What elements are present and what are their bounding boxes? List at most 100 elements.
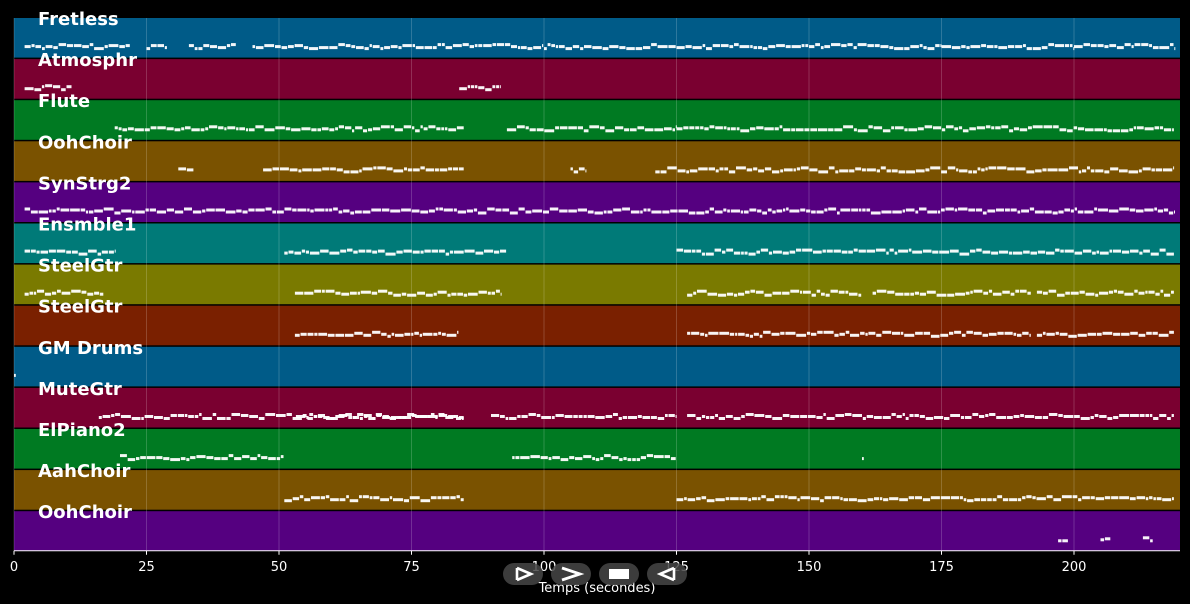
note [922, 498, 931, 502]
note [797, 498, 800, 502]
note [874, 497, 880, 501]
note [734, 293, 738, 297]
forward-button[interactable] [551, 563, 591, 585]
track-lane[interactable] [14, 182, 1180, 222]
track-lane[interactable] [14, 429, 1180, 469]
note [828, 207, 837, 211]
note [1053, 125, 1059, 129]
note [982, 333, 988, 337]
stop-button[interactable] [599, 563, 639, 585]
note [763, 330, 771, 334]
note [834, 333, 839, 337]
note [848, 498, 857, 502]
note [1138, 291, 1145, 295]
note [1084, 210, 1094, 214]
note [853, 46, 857, 50]
note [950, 414, 960, 417]
note [453, 250, 464, 254]
rewind-button[interactable] [647, 563, 687, 585]
note [202, 209, 206, 213]
note [651, 416, 657, 419]
note [873, 416, 882, 419]
note [853, 248, 858, 252]
note [483, 44, 492, 48]
note [995, 126, 1001, 130]
track-lane[interactable] [14, 141, 1180, 181]
note [420, 250, 424, 254]
note [114, 249, 116, 253]
note [1022, 496, 1026, 500]
note [1136, 496, 1146, 500]
note [1022, 331, 1029, 335]
note [820, 499, 824, 503]
track-lane[interactable] [14, 470, 1180, 510]
note [322, 167, 330, 171]
note [741, 415, 745, 418]
note [930, 166, 941, 170]
note [255, 125, 264, 129]
track-lane[interactable] [14, 264, 1180, 305]
note [1083, 43, 1090, 47]
note [57, 289, 61, 293]
note [114, 126, 118, 130]
note [380, 498, 389, 502]
note [73, 44, 82, 48]
note [452, 44, 462, 48]
note [437, 496, 442, 500]
note [1046, 495, 1053, 499]
note [919, 292, 926, 296]
note [800, 208, 806, 212]
note [1150, 252, 1159, 256]
track-lane[interactable] [14, 100, 1180, 140]
note [401, 208, 411, 212]
note [1074, 45, 1083, 49]
track-lane[interactable] [14, 223, 1180, 264]
note [738, 292, 745, 296]
note [1131, 45, 1134, 49]
track-lane[interactable] [14, 346, 1180, 387]
note [946, 125, 954, 129]
note [723, 126, 727, 130]
note [866, 249, 876, 253]
note [430, 496, 437, 500]
play-button[interactable] [503, 563, 543, 585]
note [702, 44, 706, 48]
note [366, 249, 372, 253]
note [795, 128, 804, 132]
note [750, 45, 753, 49]
note [790, 415, 800, 418]
note [459, 87, 467, 91]
note [377, 249, 385, 253]
note [542, 44, 544, 48]
note [170, 414, 177, 417]
note [698, 167, 708, 171]
note [499, 85, 501, 89]
note [989, 413, 996, 416]
note [764, 127, 774, 131]
note [866, 415, 874, 418]
note [705, 210, 709, 214]
track-lane[interactable] [14, 18, 1180, 58]
note [889, 497, 899, 501]
track-lane[interactable] [14, 511, 1180, 551]
note [285, 127, 291, 131]
track-lane[interactable] [14, 305, 1180, 346]
tick-label: 50 [271, 560, 288, 575]
note [962, 129, 969, 133]
note [651, 210, 662, 214]
note [850, 333, 860, 337]
note [1139, 414, 1145, 417]
note [525, 126, 529, 130]
note [1151, 168, 1155, 172]
note [186, 458, 190, 462]
track-lane[interactable] [14, 387, 1180, 428]
note [776, 44, 785, 48]
note [212, 413, 217, 416]
note [985, 414, 989, 417]
note [363, 414, 372, 417]
track-lane[interactable] [14, 59, 1180, 99]
note [675, 125, 677, 129]
track-label: SteelGtr [38, 256, 123, 277]
note [427, 415, 438, 418]
note [180, 457, 186, 461]
